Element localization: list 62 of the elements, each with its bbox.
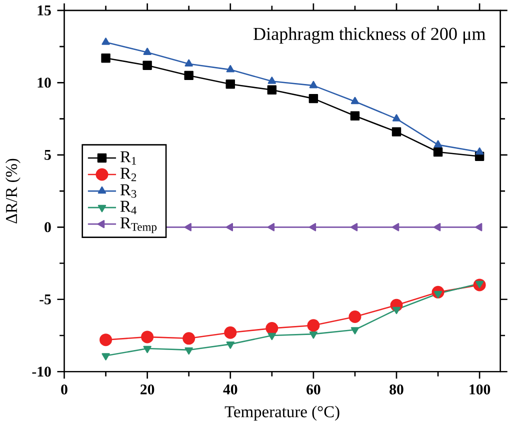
x-tick-label: 60: [306, 384, 320, 394]
point: [307, 319, 320, 332]
point: [268, 76, 276, 84]
point: [433, 223, 441, 232]
point: [309, 80, 318, 88]
legend-label: R$_{4}$: [120, 200, 137, 214]
y-tick-label: -5: [40, 294, 51, 304]
point: [226, 223, 234, 232]
point: [102, 353, 110, 360]
point: [266, 322, 278, 334]
point: [184, 223, 192, 232]
point: [350, 111, 360, 120]
point: [182, 332, 196, 345]
point: [100, 334, 112, 346]
point: [184, 347, 193, 355]
point: [434, 140, 442, 148]
legend-label: R$_{3}$: [120, 184, 136, 198]
y-tick-label: -10: [32, 366, 51, 377]
point: [392, 306, 401, 314]
legend-label: R$_{Temp}$: [120, 217, 157, 234]
legend-label: R$_{1}$: [120, 151, 136, 165]
point: [474, 223, 482, 232]
point: [184, 59, 193, 66]
x-tick-label: 40: [223, 384, 238, 394]
y-tick-label: 10: [38, 78, 51, 88]
point: [143, 48, 152, 55]
x-axis-title: Temperature (°C): [224, 406, 340, 421]
point: [226, 341, 234, 349]
point: [348, 310, 362, 323]
point: [267, 85, 277, 94]
point: [184, 70, 194, 80]
point: [268, 332, 276, 340]
point: [224, 326, 237, 339]
point: [309, 331, 318, 339]
point: [101, 53, 110, 63]
point: [433, 147, 443, 157]
x-tick-label: 80: [390, 384, 404, 394]
y-axis-title: ΔR/R (%): [5, 158, 20, 224]
y-tick-label: 0: [44, 222, 51, 232]
point: [308, 223, 316, 232]
annotation: Diaphragm thickness of 200 μm: [254, 27, 486, 44]
point: [267, 223, 275, 232]
point: [226, 65, 234, 72]
point: [350, 96, 360, 104]
point: [308, 94, 318, 104]
point: [226, 79, 235, 89]
x-tick-label: 0: [61, 384, 68, 394]
point: [143, 346, 152, 354]
y-tick-label: 15: [38, 5, 51, 16]
point: [475, 147, 484, 155]
point: [141, 330, 154, 344]
point: [350, 223, 358, 232]
y-tick-label: 5: [44, 150, 51, 160]
point: [392, 127, 402, 136]
point: [350, 327, 360, 334]
point: [392, 114, 401, 122]
legend-label: R$_{2}$: [120, 168, 136, 182]
point: [102, 38, 110, 45]
x-tick-label: 20: [140, 384, 154, 394]
point: [392, 223, 400, 232]
x-tick-label: 100: [470, 384, 490, 394]
point: [142, 60, 152, 70]
